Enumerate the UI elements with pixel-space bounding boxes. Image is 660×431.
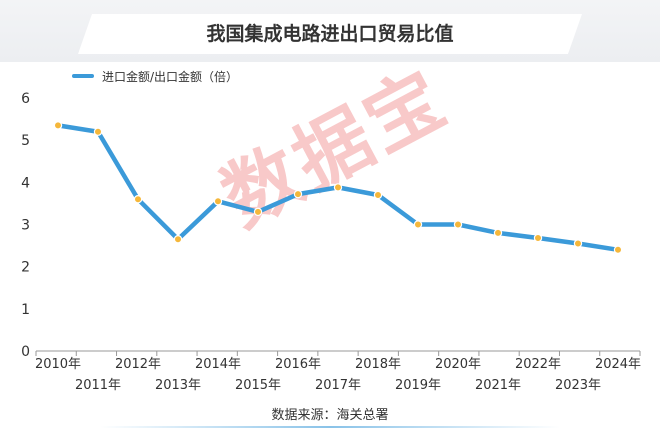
source-note: 数据来源：海关总署 — [271, 408, 389, 423]
data-point — [173, 235, 183, 244]
x-tick-label: 2019年 — [395, 378, 441, 393]
legend-label: 进口金额/出口金额（倍） — [102, 69, 239, 84]
data-point — [253, 207, 263, 217]
data-point — [573, 239, 583, 248]
legend-swatch — [72, 74, 94, 78]
x-tick-label: 2016年 — [275, 357, 321, 372]
x-tick-label: 2013年 — [155, 378, 201, 393]
data-point — [93, 127, 103, 136]
x-tick-label: 2010年 — [35, 357, 81, 372]
data-point — [133, 194, 143, 204]
y-tick-label: 0 — [21, 344, 30, 360]
data-point — [613, 245, 623, 254]
data-point — [293, 189, 303, 199]
chart-title: 我国集成电路进出口贸易比值 — [206, 23, 454, 45]
data-point — [493, 228, 503, 238]
y-tick-label: 3 — [21, 218, 30, 234]
x-tick-label: 2021年 — [475, 378, 521, 393]
x-tick-label: 2022年 — [515, 357, 561, 372]
data-point — [453, 220, 463, 229]
x-tick-label: 2024年 — [595, 357, 641, 372]
x-tick-label: 2020年 — [435, 357, 481, 372]
x-tick-label: 2012年 — [115, 357, 161, 372]
data-point — [413, 220, 423, 229]
data-point — [333, 183, 343, 192]
data-point — [213, 197, 223, 206]
x-tick-label: 2023年 — [555, 378, 601, 393]
x-tick-label: 2014年 — [195, 357, 241, 372]
data-point — [533, 233, 543, 243]
title-plate — [78, 14, 582, 54]
data-point — [373, 190, 383, 200]
footer-divider — [100, 426, 560, 428]
y-tick-label: 6 — [21, 91, 30, 107]
y-tick-label: 5 — [21, 133, 30, 149]
x-tick-label: 2011年 — [75, 378, 121, 393]
y-tick-label: 1 — [21, 302, 30, 318]
x-tick-label: 2018年 — [355, 357, 401, 372]
y-tick-label: 4 — [21, 175, 30, 191]
y-tick-label: 2 — [21, 260, 30, 276]
data-point — [53, 121, 63, 130]
legend: 进口金额/出口金额（倍） — [72, 68, 238, 84]
x-tick-label: 2015年 — [235, 378, 281, 393]
x-tick-label: 2017年 — [315, 378, 361, 393]
